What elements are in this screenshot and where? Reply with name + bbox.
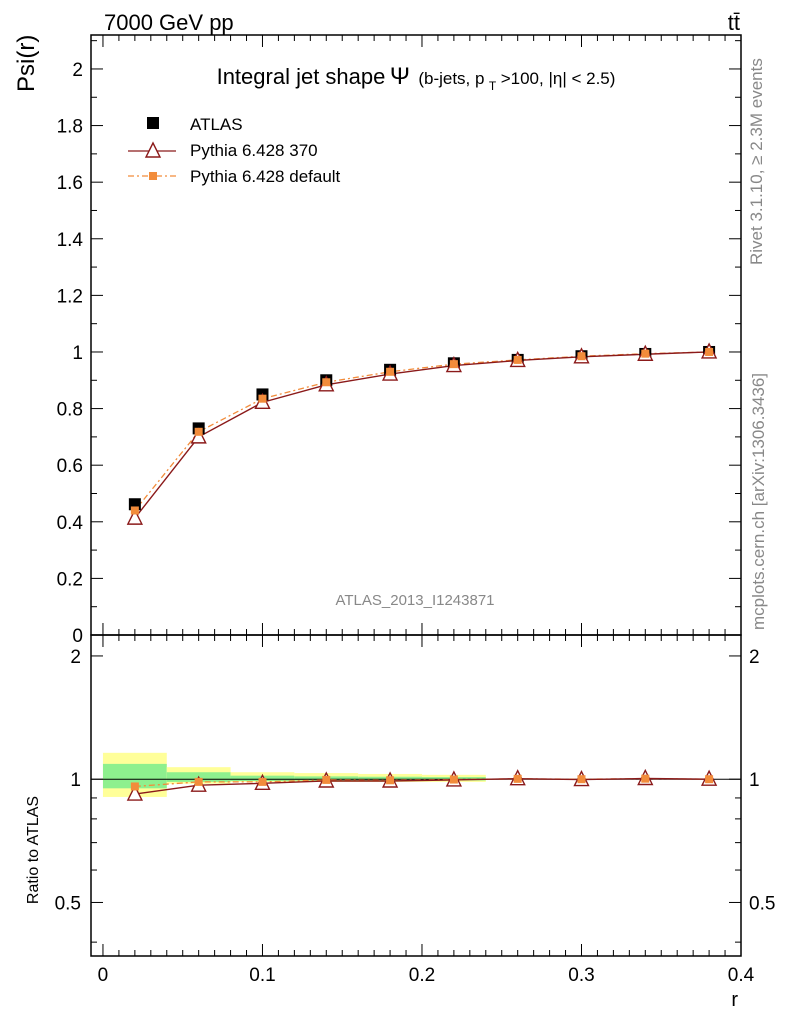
- pythia-default-point: [577, 352, 586, 361]
- x-axis-label: r: [731, 989, 738, 1011]
- ratio-pythia-default-point: [449, 775, 458, 784]
- main-y-tick-label: 0.4: [57, 513, 84, 534]
- legend-entry-pythia-370: Pythia 6.428 370: [128, 141, 318, 160]
- series-line-pythia-default: [134, 351, 710, 511]
- ratio-y-tick-label: 1: [70, 770, 81, 791]
- ratio-pythia-default-point: [705, 775, 714, 784]
- ratio-pythia-default-point: [577, 775, 586, 784]
- legend-label-pythia-default: Pythia 6.428 default: [190, 167, 341, 186]
- legend-marker-pythia-default: [149, 172, 157, 180]
- main-y-ticks: 0 0.2 0.4 0.6 0.8 1 1.2 1.4 1.6 1.8 2: [57, 35, 742, 647]
- series-line-pythia-370: [134, 351, 710, 519]
- ratio-y-tick-label: 0.5: [55, 893, 81, 914]
- pythia-default-point: [130, 506, 139, 515]
- main-y-tick-label: 0.2: [57, 569, 83, 590]
- ratio-ticks: 0 0.1 0.2 0.3 0.4 0.5 0.5 1 1 2 2: [55, 635, 775, 986]
- pythia-default-point: [258, 394, 267, 403]
- pythia-default-point: [705, 347, 714, 356]
- pythia-default-point: [513, 355, 522, 364]
- ratio-frame-rect: [90, 634, 742, 957]
- ratio-y-tick-label-right: 0.5: [749, 893, 775, 914]
- ratio-series-layer: [126, 768, 718, 801]
- ratio-pythia-default-point: [130, 782, 139, 791]
- process-label: tt̄: [728, 10, 740, 35]
- title-detail-a: (b-jets, p: [418, 69, 484, 88]
- ratio-axes-frame: [90, 634, 742, 957]
- main-frame-rect: [90, 34, 742, 636]
- title-symbol: Ψ: [390, 63, 410, 90]
- legend-marker-pythia-370: [144, 141, 162, 158]
- ratio-pythia-default-point: [513, 774, 522, 783]
- ratio-plot-panel: Ratio to ATLAS 0 0.1 0.2 0.3 0.4 0.5 0.5 1 1 2 2 r: [25, 634, 775, 1011]
- main-y-tick-label: 1.6: [57, 173, 83, 194]
- ratio-y-tick-label: 2: [70, 647, 81, 668]
- main-y-axis-label: Psi(r): [13, 35, 40, 92]
- x-tick-label: 0.1: [249, 965, 275, 986]
- ratio-pythia-default-point: [258, 777, 267, 786]
- main-plot-panel: Psi(r) 0 0.2 0.4 0.6 0.8 1 1.2 1.4 1.6 1.8 2 ATLAS…: [13, 34, 742, 647]
- pythia-default-point: [386, 367, 395, 376]
- ratio-line-pythia-370: [134, 777, 710, 795]
- pythia-default-point: [194, 427, 203, 436]
- mcplots-label: mcplots.cern.ch [arXiv:1306.3436]: [749, 373, 768, 630]
- main-series-layer: [126, 342, 718, 525]
- pythia-370-point: [190, 427, 207, 444]
- pythia-default-point: [449, 360, 458, 369]
- main-y-tick-label: 0.8: [57, 400, 83, 421]
- ratio-y-tick-label-right: 1: [749, 770, 760, 791]
- title-detail-sub: T: [489, 79, 497, 93]
- x-tick-label: 0.3: [568, 965, 594, 986]
- rivet-label: Rivet 3.1.10, ≥ 2.3M events: [747, 58, 766, 265]
- svg-text:Integral jet shape Ψ: Integral jet shape Ψ (b-jets, p T >100, …: [217, 63, 616, 94]
- main-y-tick-label: 1.2: [57, 286, 83, 307]
- legend-entry-pythia-default: Pythia 6.428 default: [128, 167, 341, 186]
- main-y-tick-label: 2: [72, 60, 83, 81]
- ratio-y-tick-label-right: 2: [749, 647, 760, 668]
- title-main: Integral jet shape: [217, 64, 386, 89]
- main-y-tick-label: 1: [72, 343, 83, 364]
- x-tick-label: 0.2: [409, 965, 435, 986]
- legend-label-atlas: ATLAS: [190, 115, 243, 134]
- main-axes-frame: [90, 34, 742, 636]
- ratio-pythia-default-point: [194, 777, 203, 786]
- ratio-y-axis-label: Ratio to ATLAS: [25, 796, 42, 904]
- pythia-default-point: [322, 378, 331, 387]
- main-y-tick-label: 0.6: [57, 456, 83, 477]
- ratio-pythia-default-point: [322, 775, 331, 784]
- main-y-tick-label: 1.8: [57, 117, 83, 138]
- ratio-pythia-370-point: [126, 784, 143, 801]
- legend-marker-atlas: [147, 117, 159, 129]
- main-y-tick-label: 1.4: [57, 230, 84, 251]
- pythia-370-point: [126, 508, 143, 525]
- analysis-id-label: ATLAS_2013_I1243871: [335, 592, 494, 609]
- legend-label-pythia-370: Pythia 6.428 370: [190, 141, 318, 160]
- plot-title: Integral jet shape Ψ (b-jets, p T >100, …: [217, 63, 616, 94]
- pythia-default-point: [641, 349, 650, 358]
- ratio-pythia-default-point: [386, 776, 395, 785]
- ratio-pythia-default-point: [641, 774, 650, 783]
- legend-entry-atlas: ATLAS: [147, 115, 243, 134]
- title-detail-b: >100, |η| < 2.5): [501, 69, 616, 88]
- x-tick-label: 0: [98, 965, 109, 986]
- legend: ATLAS Pythia 6.428 370 Pythia 6.428 defa…: [128, 115, 341, 186]
- energy-label: 7000 GeV pp: [104, 10, 234, 35]
- main-y-tick-label: 0: [72, 626, 83, 647]
- x-tick-label: 0.4: [728, 965, 755, 986]
